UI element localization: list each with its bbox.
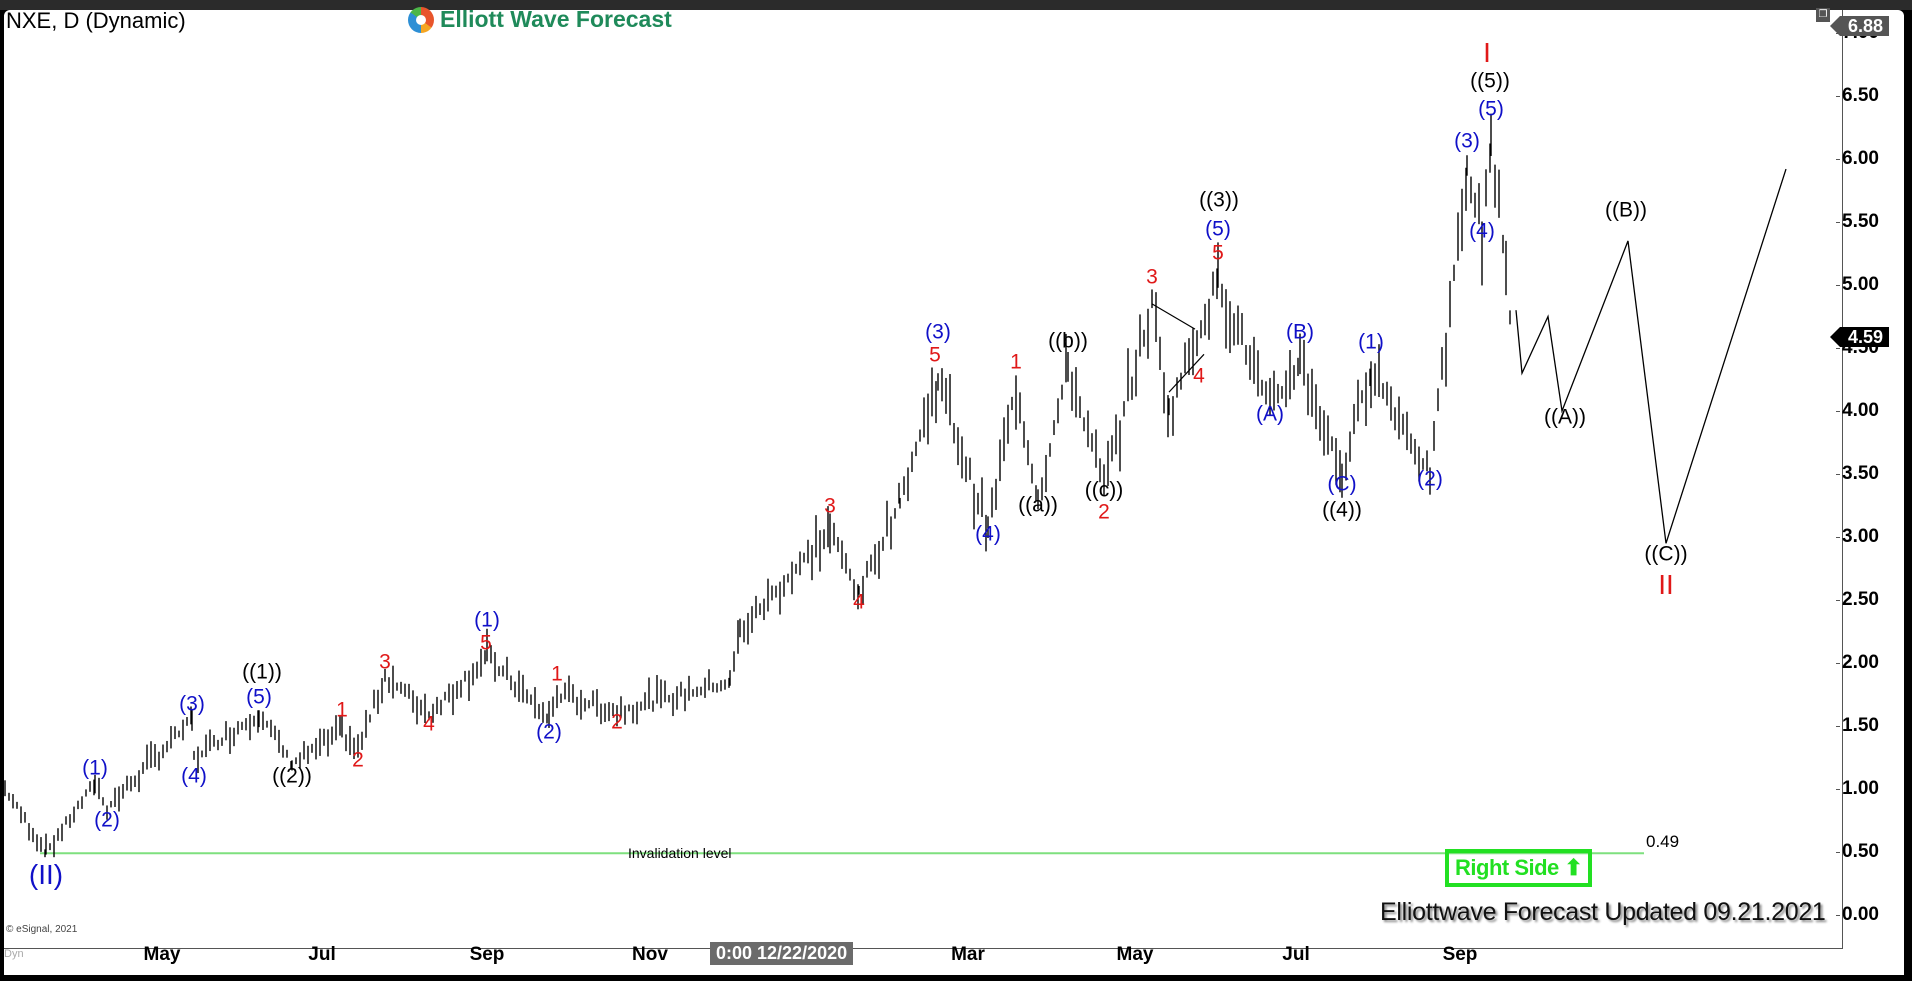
x-tick-may-2020: May bbox=[143, 944, 181, 965]
wave-label: ((3)) bbox=[1199, 188, 1239, 212]
wave-label: ((2)) bbox=[272, 764, 312, 788]
wave-label: (B) bbox=[1286, 320, 1314, 344]
y-tick: 6.50 bbox=[1836, 85, 1879, 106]
y-tick: 2.00 bbox=[1836, 652, 1879, 673]
wave-label: 4 bbox=[423, 712, 435, 736]
wave-label: (2) bbox=[94, 808, 120, 832]
wave-label: 2 bbox=[352, 748, 364, 772]
y-tick: 3.50 bbox=[1836, 463, 1879, 484]
wave-label: (4) bbox=[975, 522, 1001, 546]
wave-label: 2 bbox=[611, 710, 623, 734]
x-tick-may-2021: May bbox=[1116, 944, 1154, 965]
projection-path bbox=[1515, 168, 1787, 544]
y-tick: 1.50 bbox=[1836, 715, 1879, 736]
wave-label: ((A)) bbox=[1544, 405, 1586, 429]
y-tick: 5.00 bbox=[1836, 274, 1879, 295]
wave-label: ((1)) bbox=[242, 660, 282, 684]
wave-label: I bbox=[1483, 37, 1491, 68]
x-tick-nov-2020: Nov bbox=[632, 944, 668, 965]
wave-label: (3) bbox=[1454, 129, 1480, 153]
dyn-label: Dyn bbox=[4, 948, 24, 960]
y-tick: 0.00 bbox=[1836, 904, 1879, 925]
x-cursor-date: 0:00 12/22/2020 bbox=[710, 942, 854, 965]
y-axis-line bbox=[1842, 10, 1843, 949]
wave-label: 1 bbox=[1010, 350, 1022, 374]
y-tick: 4.00 bbox=[1836, 400, 1879, 421]
wave-label: (5) bbox=[246, 685, 272, 709]
wave-label: 4 bbox=[853, 590, 865, 614]
y-tick: 1.00 bbox=[1836, 778, 1879, 799]
y-tick: 5.50 bbox=[1836, 211, 1879, 232]
logo-text: Elliott Wave Forecast bbox=[440, 6, 672, 32]
x-tick-sep-2020: Sep bbox=[469, 944, 505, 965]
wave-label: ((5)) bbox=[1470, 69, 1510, 93]
wave-label: (4) bbox=[181, 764, 207, 788]
wave-label: ((a)) bbox=[1018, 493, 1058, 517]
updated-caption: Elliottwave Forecast Updated 09.21.2021 bbox=[1380, 898, 1826, 926]
x-tick-sep-2021: Sep bbox=[1442, 944, 1478, 965]
wave-label: (1) bbox=[474, 608, 500, 632]
wave-label: (5) bbox=[1205, 217, 1231, 241]
last-price-tag: 4.59 bbox=[1829, 327, 1890, 347]
wave-label: ((C)) bbox=[1644, 542, 1688, 566]
right-side-badge: Right Side ⬆ bbox=[1445, 849, 1593, 887]
high-price-tag: 6.88 bbox=[1829, 16, 1890, 36]
wave-label: (A) bbox=[1256, 402, 1284, 426]
wave-label: ((B)) bbox=[1605, 198, 1647, 222]
x-tick-mar-2021: Mar bbox=[951, 944, 985, 965]
wave-label: ((b)) bbox=[1048, 329, 1088, 353]
wave-label: 5 bbox=[929, 343, 941, 367]
x-tick-jul-2020: Jul bbox=[308, 944, 336, 965]
wave-label: 2 bbox=[1098, 500, 1110, 524]
wave-label: (2) bbox=[1417, 467, 1443, 491]
invalidation-label: Invalidation level bbox=[628, 845, 732, 861]
ewf-logo-icon bbox=[408, 6, 434, 33]
window-top-band bbox=[0, 0, 1912, 10]
wave-label: ((c)) bbox=[1084, 478, 1124, 502]
x-tick-jul-2021: Jul bbox=[1282, 944, 1310, 965]
wave-label: (II) bbox=[28, 859, 64, 890]
wave-label: 3 bbox=[1146, 265, 1158, 289]
x-axis-line bbox=[4, 948, 1842, 949]
wave-label: 5 bbox=[480, 631, 492, 655]
brand-logo: Elliott Wave Forecast bbox=[408, 6, 672, 33]
invalidation-value: 0.49 bbox=[1646, 832, 1680, 851]
wave-label: 5 bbox=[1212, 241, 1224, 265]
wave-label: ((4)) bbox=[1322, 498, 1362, 522]
y-tick: 2.50 bbox=[1836, 589, 1879, 610]
wave-label: (1) bbox=[1358, 330, 1384, 354]
wave-label: (2) bbox=[536, 720, 562, 744]
restore-window-icon[interactable]: ❐ bbox=[1816, 8, 1830, 22]
y-tick: 6.00 bbox=[1836, 148, 1879, 169]
wave-label: (3) bbox=[925, 320, 951, 344]
y-tick: 3.00 bbox=[1836, 526, 1879, 547]
wave-label: (C) bbox=[1327, 472, 1357, 496]
up-arrow-icon: ⬆ bbox=[1564, 855, 1583, 880]
wave-label: (4) bbox=[1469, 219, 1495, 243]
chart-title: NXE, D (Dynamic) bbox=[6, 8, 186, 33]
y-tick: 0.50 bbox=[1836, 841, 1879, 862]
chart-panel bbox=[4, 10, 1904, 975]
copyright: © eSignal, 2021 bbox=[6, 924, 78, 935]
wave-label: 1 bbox=[336, 698, 348, 722]
wave-label: (5) bbox=[1478, 97, 1504, 121]
wave-label: 3 bbox=[379, 650, 391, 674]
wave-label: 4 bbox=[1193, 364, 1205, 388]
wave-label: II bbox=[1658, 569, 1674, 600]
wave-label: (3) bbox=[179, 692, 205, 716]
right-side-label: Right Side bbox=[1455, 855, 1559, 880]
wave-label: (1) bbox=[82, 756, 108, 780]
wave-label: 3 bbox=[824, 494, 836, 518]
wave-label: 1 bbox=[551, 662, 563, 686]
